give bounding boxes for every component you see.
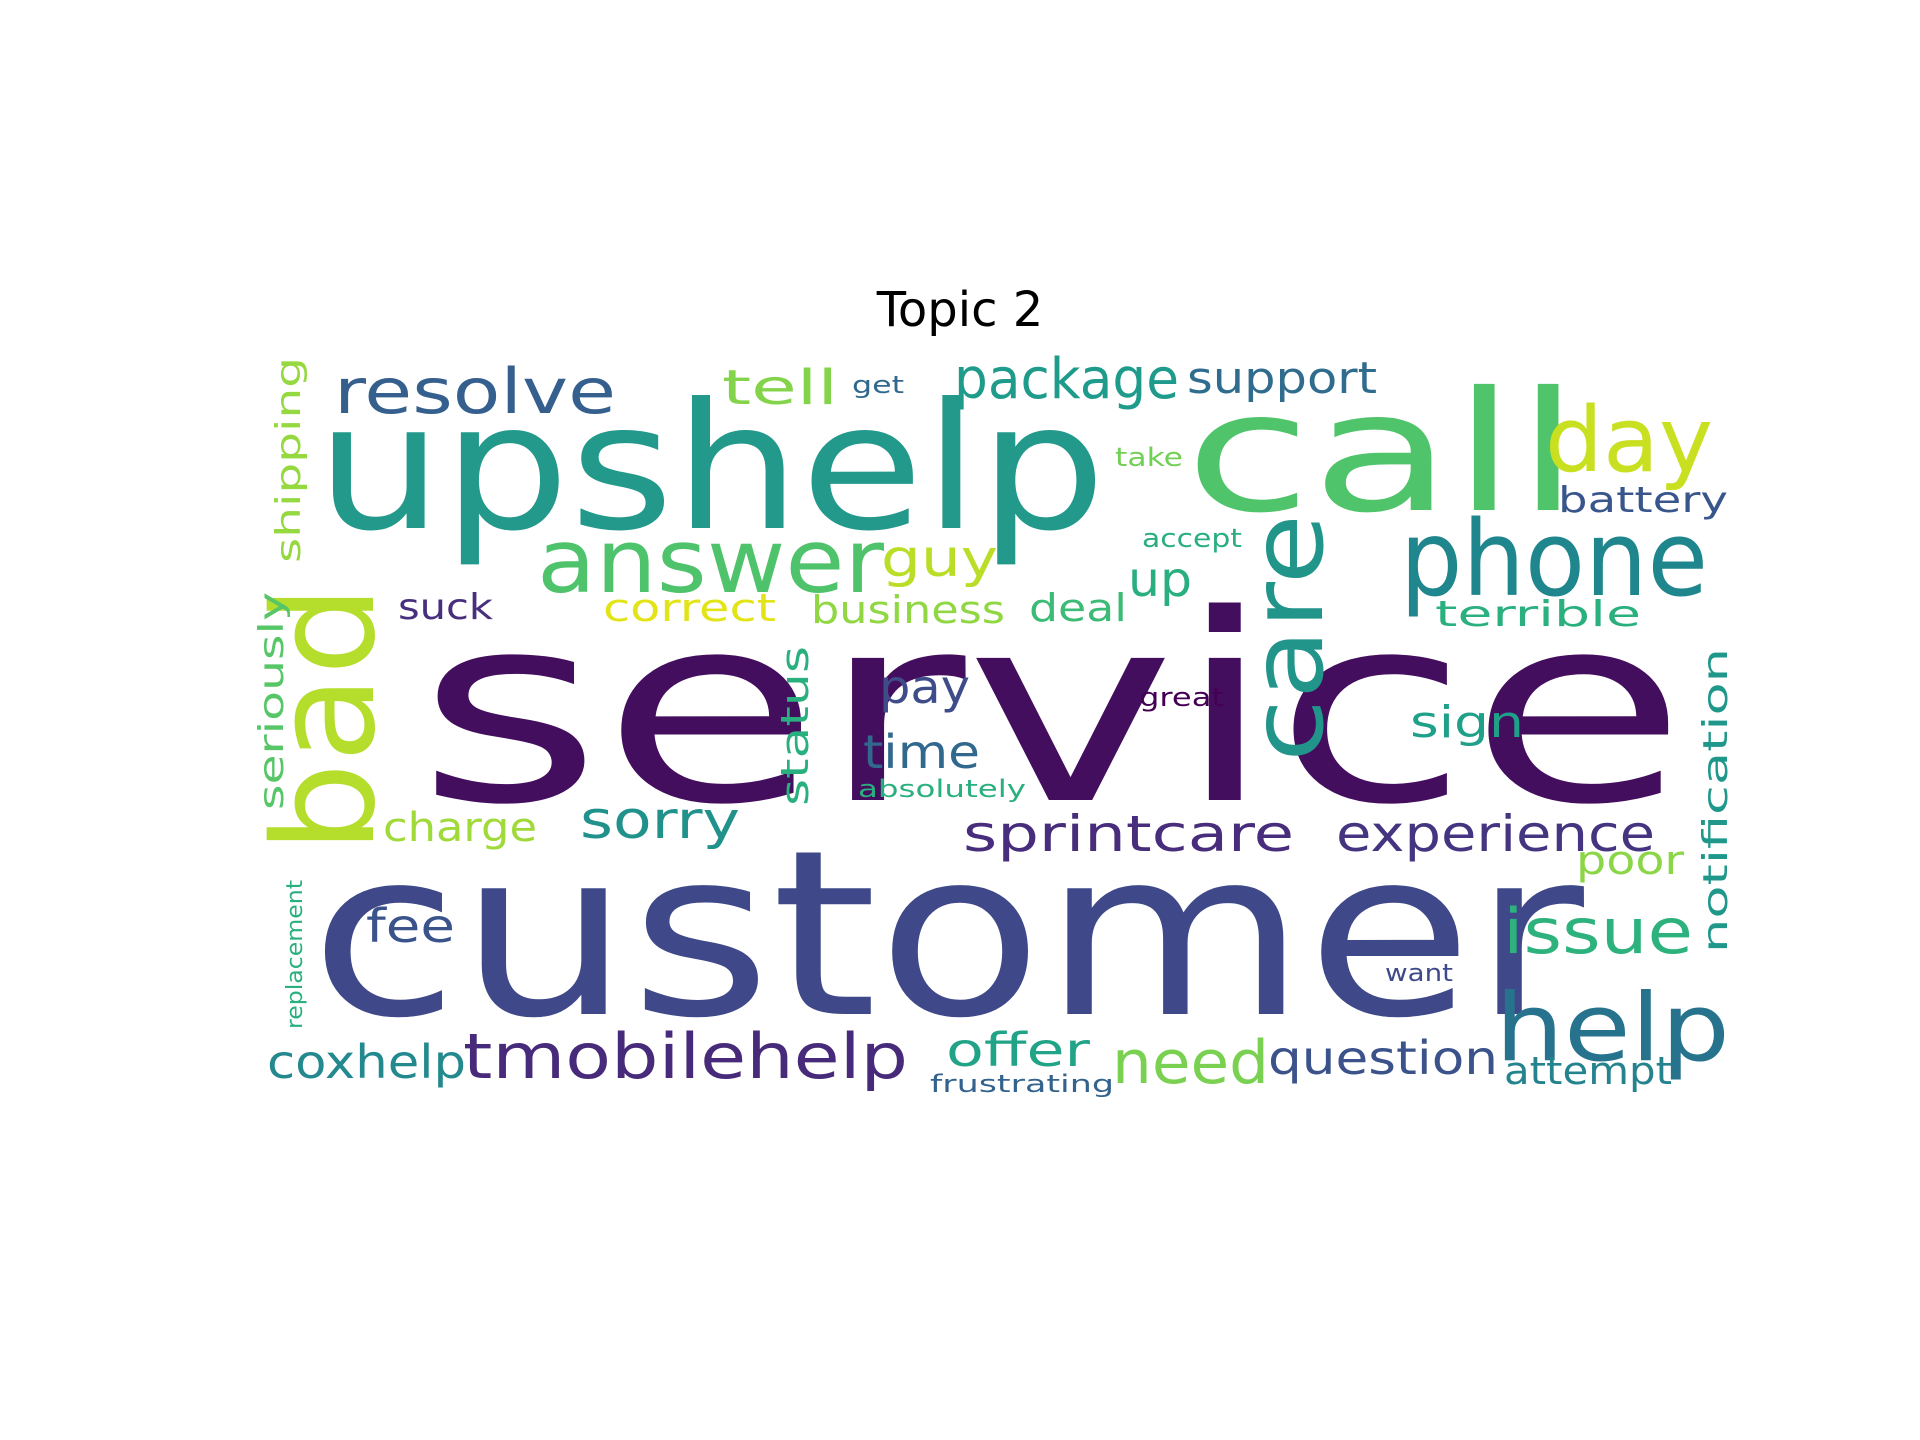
word-suck: suck [398,587,493,628]
word-answer: answer [537,510,885,613]
word-day: day [1545,388,1713,493]
word-want: want [1385,959,1453,987]
word-status: status [773,646,817,806]
word-take: take [1115,443,1183,473]
word-battery: battery [1558,480,1728,521]
word-accept: accept [1142,524,1242,554]
chart-title: Topic 2 [876,282,1044,338]
word-sprintcare: sprintcare [963,805,1294,863]
word-get: get [852,371,904,399]
word-service: service [417,560,1687,862]
word-resolve: resolve [334,355,616,428]
word-pay: pay [879,660,970,714]
word-package: package [954,347,1179,412]
word-notification: notification [1696,648,1736,953]
word-coxhelp: coxhelp [267,1035,466,1089]
word-attempt: attempt [1504,1049,1672,1093]
word-bad: bad [244,585,407,853]
word-frustrating: frustrating [930,1070,1114,1098]
word-issue: issue [1503,895,1693,968]
word-tell: tell [722,360,838,416]
word-care: care [1229,514,1346,762]
word-fee: fee [366,899,455,953]
word-shipping: shipping [269,357,309,563]
word-question: question [1268,1031,1498,1085]
word-experience: experience [1336,805,1655,863]
word-seriously: seriously [252,592,292,810]
word-call: call [1185,357,1580,550]
word-help: help [1495,974,1730,1083]
word-sign: sign [1410,697,1524,748]
word-business: business [811,588,1005,632]
word-upshelp: upshelp [316,367,1106,570]
word-sorry: sorry [580,791,740,851]
word-up: up [1128,552,1192,608]
word-offer: offer [946,1023,1090,1077]
word-time: time [863,725,980,779]
word-great: great [1139,683,1224,713]
word-correct: correct [603,586,776,630]
word-guy: guy [881,529,998,589]
word-absolutely: absolutely [858,775,1026,803]
word-tmobilehelp: tmobilehelp [463,1020,908,1093]
word-customer: customer [310,802,1585,1069]
word-terrible: terrible [1435,594,1641,635]
word-need: need [1112,1028,1269,1098]
word-replacement: replacement [283,880,308,1029]
word-support: support [1187,353,1377,404]
word-phone: phone [1400,498,1708,620]
word-deal: deal [1029,586,1127,630]
word-charge: charge [383,805,537,851]
word-poor: poor [1576,838,1685,884]
